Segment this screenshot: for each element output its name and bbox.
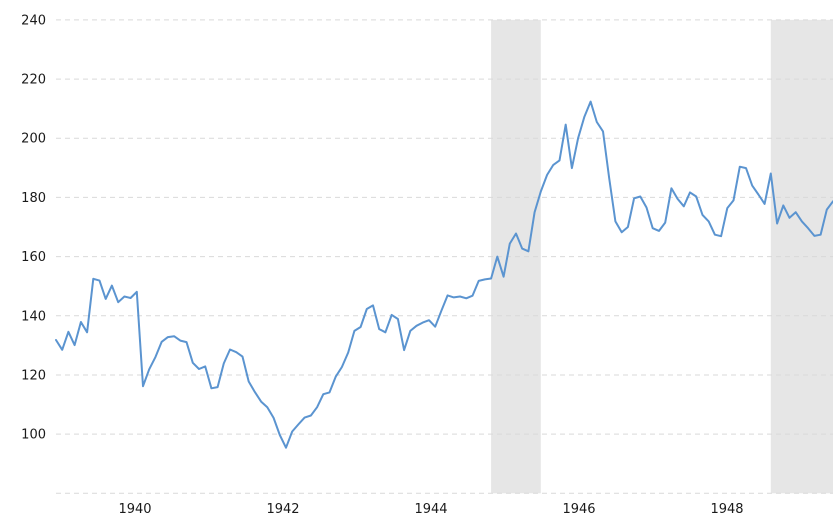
y-tick-label: 140: [21, 309, 46, 324]
x-tick-label: 1944: [414, 502, 447, 517]
y-tick-label: 220: [21, 73, 46, 88]
x-tick-label: 1942: [266, 502, 299, 517]
x-tick-label: 1940: [118, 502, 151, 517]
y-tick-label: 200: [21, 132, 46, 147]
x-tick-label: 1946: [562, 502, 595, 517]
price-series-line: [55, 100, 833, 449]
x-tick-label: 1948: [710, 502, 743, 517]
y-tick-label: 180: [21, 191, 46, 206]
y-tick-label: 160: [21, 250, 46, 265]
y-tick-label: 100: [21, 428, 46, 443]
y-tick-label: 120: [21, 369, 46, 384]
y-tick-label: 240: [21, 13, 46, 28]
